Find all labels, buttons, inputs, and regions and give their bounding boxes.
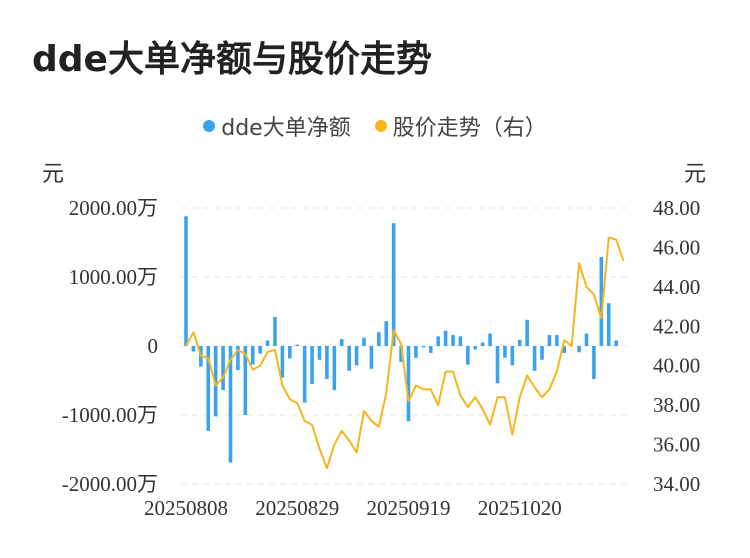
bar: [391, 223, 396, 346]
grid-lines: [181, 207, 628, 485]
bar: [473, 346, 478, 350]
bar: [503, 346, 507, 358]
bar-series: [184, 216, 618, 463]
bar: [584, 333, 589, 346]
bar: [369, 346, 374, 369]
bar: [317, 346, 322, 360]
x-axis: 20250808 20250829 20250919 20251020: [144, 496, 562, 520]
bar: [525, 319, 529, 346]
bar: [213, 346, 218, 417]
bar: [332, 346, 337, 391]
right-axis-tick-label: 36.00: [653, 433, 700, 457]
bar: [532, 346, 537, 371]
bar: [384, 321, 389, 346]
bar: [480, 342, 485, 346]
bar: [458, 336, 463, 346]
left-axis-tick-label: 2000.00万: [69, 196, 158, 220]
right-axis-tick-label: 48.00: [653, 196, 700, 220]
bar: [295, 344, 300, 346]
bar: [577, 346, 581, 353]
bar: [399, 346, 403, 362]
bar: [243, 346, 248, 415]
bar: [362, 337, 366, 346]
left-axis-tick-label: 0: [148, 334, 159, 358]
bar: [325, 346, 329, 380]
bar: [428, 346, 433, 353]
bar: [339, 339, 344, 346]
left-axis-tick-label: -1000.00万: [62, 403, 158, 427]
bar: [414, 346, 418, 358]
bar: [443, 330, 448, 346]
bar: [592, 346, 596, 380]
left-axis-tick-label: 1000.00万: [69, 265, 158, 289]
bar: [406, 346, 411, 422]
right-axis-tick-label: 38.00: [653, 393, 700, 417]
legend-item-bar[interactable]: dde大单净额: [203, 110, 351, 142]
bar: [310, 346, 314, 384]
bar: [288, 346, 292, 359]
bar: [614, 340, 618, 346]
bar: [540, 346, 544, 360]
bar: [517, 339, 522, 346]
legend: dde大单净额 股价走势（右）: [0, 110, 750, 142]
right-axis-tick-label: 42.00: [653, 314, 700, 338]
bar: [228, 346, 233, 463]
right-axis-tick-label: 44.00: [653, 275, 700, 299]
bar: [250, 346, 255, 365]
bar: [547, 334, 552, 346]
bar: [191, 346, 196, 352]
bar: [555, 334, 559, 346]
bar: [347, 346, 351, 371]
bar: [421, 346, 426, 348]
page-title: dde大单净额与股价走势: [32, 39, 432, 80]
legend-label-line: 股价走势（右）: [392, 116, 547, 141]
left-axis: 2000.00万 1000.00万 0 -1000.00万 -2000.00万: [62, 196, 158, 496]
x-axis-tick-label: 20251020: [478, 496, 562, 520]
right-axis-tick-label: 40.00: [653, 354, 700, 378]
right-axis-unit: 元: [684, 162, 707, 187]
bar: [451, 334, 455, 346]
bar: [466, 346, 470, 365]
bar: [562, 346, 567, 353]
right-axis: 48.00 46.00 44.00 42.00 40.00 38.00 36.00 34.00: [653, 196, 700, 496]
bar: [488, 333, 492, 346]
right-axis-tick-label: 34.00: [653, 472, 700, 496]
legend-dot-line-icon: [374, 120, 387, 132]
bar: [302, 346, 307, 403]
bar: [510, 346, 515, 366]
left-axis-unit: 元: [42, 162, 65, 187]
bar: [354, 346, 359, 366]
legend-item-line[interactable]: 股价走势（右）: [374, 110, 547, 142]
x-axis-tick-label: 20250829: [255, 496, 339, 520]
bar: [265, 340, 270, 346]
bar: [606, 303, 611, 346]
bar: [221, 346, 225, 391]
left-axis-tick-label: -2000.00万: [62, 472, 158, 496]
bar: [273, 317, 277, 346]
bar: [258, 346, 262, 354]
x-axis-tick-label: 20250808: [144, 496, 228, 520]
bar: [184, 216, 188, 346]
legend-dot-bar-icon: [203, 120, 216, 132]
bar: [599, 256, 604, 346]
bar: [495, 346, 500, 384]
bar: [280, 346, 285, 378]
bar: [236, 346, 240, 371]
bar: [436, 336, 440, 346]
bar: [377, 332, 381, 346]
line-series: [185, 236, 625, 470]
x-axis-tick-label: 20250919: [367, 496, 451, 520]
bar: [206, 346, 211, 431]
price-line: [185, 236, 625, 470]
legend-label-bar: dde大单净额: [221, 116, 351, 141]
right-axis-tick-label: 46.00: [653, 235, 700, 259]
